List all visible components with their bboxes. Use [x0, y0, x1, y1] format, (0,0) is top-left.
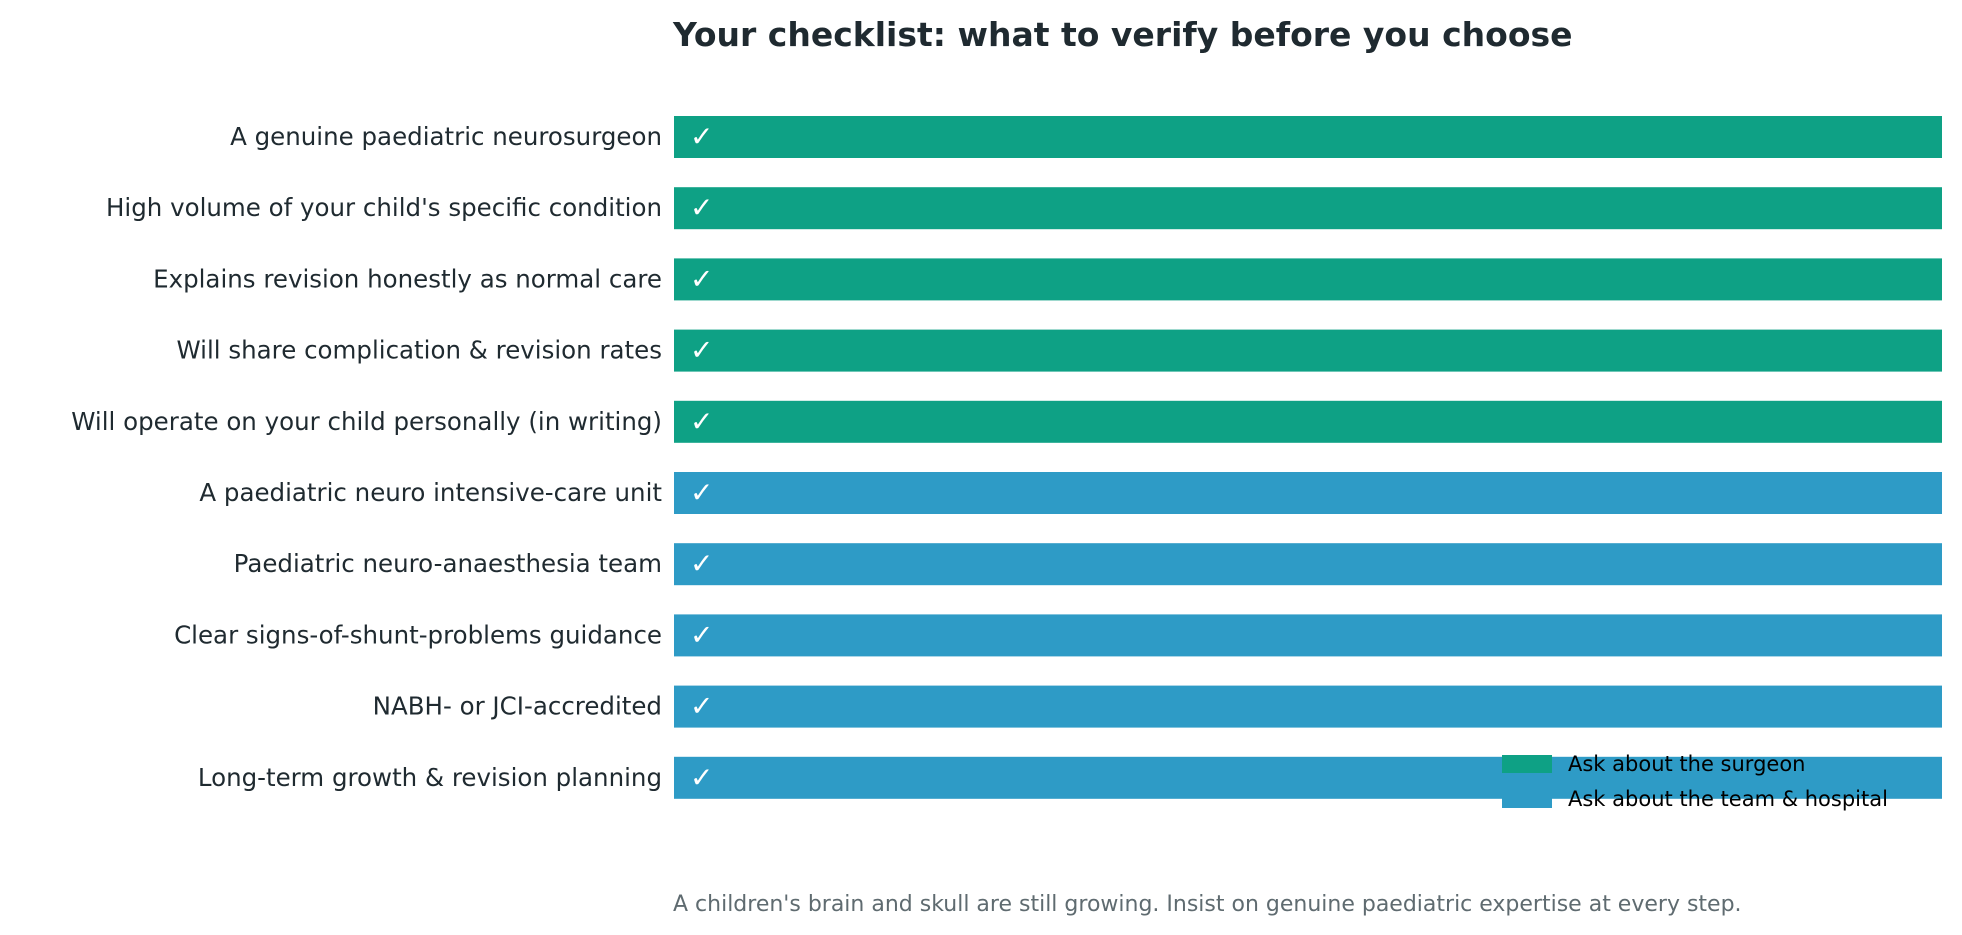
- bars-group: ✓ ✓ ✓ ✓ ✓ ✓ ✓ ✓ ✓ ✓: [674, 116, 1942, 799]
- category-label-10: Long-term growth & revision planning: [198, 763, 662, 792]
- bar-4: [674, 329, 1942, 372]
- footnote: A children's brain and skull are still g…: [673, 892, 1742, 917]
- check-mark-3: ✓: [690, 262, 713, 295]
- bar-8: [674, 614, 1942, 657]
- bar-5: [674, 400, 1942, 443]
- check-mark-7: ✓: [690, 547, 713, 580]
- bar-2: [674, 187, 1942, 230]
- check-mark-1: ✓: [690, 120, 713, 153]
- bar-1: [674, 116, 1942, 158]
- legend-swatch-2: [1502, 790, 1552, 808]
- check-mark-4: ✓: [690, 334, 713, 367]
- check-mark-6: ✓: [690, 476, 713, 509]
- category-label-3: Explains revision honestly as normal car…: [153, 264, 662, 293]
- category-label-8: Clear signs-of-shunt-problems guidance: [174, 620, 662, 649]
- category-label-5: Will operate on your child personally (i…: [71, 407, 662, 436]
- legend-label-2: Ask about the team & hospital: [1568, 787, 1888, 811]
- bar-3: [674, 258, 1942, 301]
- legend-label-1: Ask about the surgeon: [1568, 752, 1805, 776]
- category-labels: A genuine paediatric neurosurgeon High vo…: [71, 122, 662, 792]
- legend: Ask about the surgeon Ask about the team …: [1502, 752, 1888, 811]
- category-label-7: Paediatric neuro-anaesthesia team: [234, 549, 662, 578]
- category-label-4: Will share complication & revision rates: [176, 336, 662, 365]
- legend-swatch-1: [1502, 755, 1552, 773]
- category-label-6: A paediatric neuro intensive-care unit: [199, 478, 662, 507]
- bar-6: [674, 472, 1942, 514]
- category-label-9: NABH- or JCI-accredited: [373, 692, 662, 721]
- check-mark-8: ✓: [690, 618, 713, 651]
- chart-title: Your checklist: what to verify before yo…: [672, 15, 1573, 54]
- check-mark-9: ✓: [690, 690, 713, 723]
- check-mark-10: ✓: [690, 761, 713, 794]
- category-label-2: High volume of your child's specific con…: [106, 193, 662, 222]
- bar-10: [674, 756, 1942, 799]
- bar-7: [674, 543, 1942, 586]
- check-mark-2: ✓: [690, 191, 713, 224]
- check-mark-5: ✓: [690, 405, 713, 438]
- bar-9: [674, 685, 1942, 728]
- category-label-1: A genuine paediatric neurosurgeon: [230, 122, 662, 151]
